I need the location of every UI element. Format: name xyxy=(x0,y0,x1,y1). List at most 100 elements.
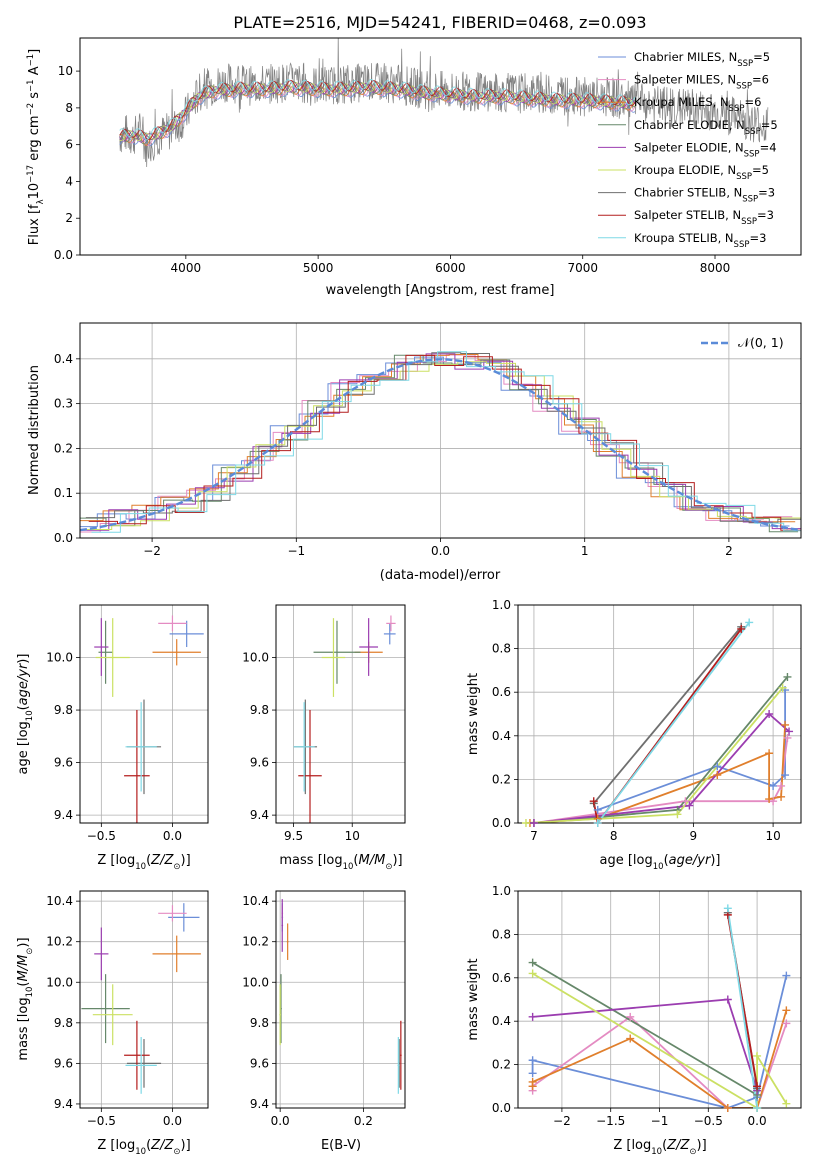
y-axis-label-part: −1 xyxy=(26,79,36,92)
weight-marker xyxy=(765,749,774,758)
y-axis-label-part: ⊙ xyxy=(25,948,35,955)
axes-Z-age: −0.5 0.09.49.69.810.0Z [log10(Z/Z⊙)]age [… xyxy=(16,604,209,872)
weight-line-kroupa-elodie xyxy=(525,687,784,823)
x-axis-label: Z [log10(Z/Z⊙)] xyxy=(613,1138,706,1157)
histogram-step-salpeter-miles xyxy=(80,354,793,533)
weight-marker xyxy=(765,710,774,718)
legend-label: Salpeter ELODIE, NSSP=4 xyxy=(634,140,777,159)
histogram-step-salpeter-elodie xyxy=(80,353,801,531)
y-tick-label: 0.1 xyxy=(54,486,73,500)
x-axis-label-part: ( xyxy=(662,1138,667,1153)
x-axis-label-part: ⊙ xyxy=(689,1147,696,1157)
legend-label-part: =4 xyxy=(760,140,777,154)
x-tick-label: 0.2 xyxy=(354,1114,373,1128)
y-tick-label: 0.0 xyxy=(54,248,73,262)
weight-marker xyxy=(785,727,794,736)
weight-line-chabrier-miles xyxy=(531,975,788,1108)
y-axis-label-part: λ xyxy=(36,199,46,204)
y-axis-label-part: age/yr xyxy=(16,662,31,705)
x-tick-label: 2 xyxy=(725,544,733,558)
weight-marker xyxy=(753,1104,762,1112)
weight-marker xyxy=(777,781,786,790)
y-tick-label: 9.4 xyxy=(54,808,73,822)
weight-marker xyxy=(528,1056,537,1065)
legend-label-part: =6 xyxy=(752,73,769,87)
y-tick-label: 9.6 xyxy=(54,1056,73,1070)
weight-marker xyxy=(528,1077,537,1086)
y-tick-label: 6 xyxy=(65,138,73,152)
weight-marker xyxy=(781,771,790,780)
weight-marker xyxy=(673,810,682,819)
y-tick-label: 10.0 xyxy=(242,651,269,665)
weight-marker xyxy=(723,904,732,913)
legend-label-part: =5 xyxy=(753,50,770,64)
x-axis-label: E(B-V) xyxy=(321,1138,361,1153)
weight-marker xyxy=(626,1034,635,1043)
x-tick-label: 9 xyxy=(690,829,698,843)
x-tick-label: 10 xyxy=(345,829,360,843)
axes-residuals: −2 −1 0.0 1 2 0.0 0.1 0.2 0.3 0.4 𝒩(0, 1) (data-mod… xyxy=(27,322,802,583)
y-axis-label-part: )] xyxy=(16,937,31,947)
weight-line-salpeter-stelib xyxy=(592,628,742,823)
y-axis-label-part: 10 xyxy=(27,183,42,200)
y-axis-label: age [log10(age/yr)] xyxy=(16,654,35,775)
legend-label-part: Kroupa STELIB, N xyxy=(634,231,734,245)
weight-marker xyxy=(626,1012,635,1021)
x-axis-label: Z [log10(Z/Z⊙)] xyxy=(97,1138,190,1157)
x-axis-label-part: age/yr xyxy=(669,853,712,868)
y-tick-label: 0.0 xyxy=(54,531,73,545)
legend-label-part: Kroupa ELODIE, N xyxy=(634,163,736,177)
y-tick-label: 9.4 xyxy=(250,1097,269,1111)
legend-label: Chabrier MILES, NSSP=5 xyxy=(634,50,770,69)
legend-label-part: Kroupa MILES, N xyxy=(634,95,729,109)
plot-area-mass-age xyxy=(293,615,396,823)
x-axis-label-part: Z/Z xyxy=(150,853,174,868)
x-tick-label: 0.0 xyxy=(748,1114,767,1128)
y-tick-label: 9.8 xyxy=(54,703,73,717)
weight-marker xyxy=(723,995,732,1004)
weight-marker xyxy=(782,1019,791,1028)
x-axis-label: mass [log10(M/M⊙)] xyxy=(279,853,402,872)
figure-title: PLATE=2516, MJD=54241, FIBERID=0468, z=0… xyxy=(233,13,646,32)
x-axis-label-part: ( xyxy=(664,853,669,868)
plot-area-age-weight xyxy=(525,621,790,823)
y-tick-label: 0.4 xyxy=(492,729,511,743)
y-tick-label: 9.6 xyxy=(54,756,73,770)
x-axis-label-part: )] xyxy=(697,1138,707,1153)
y-tick-label: 4 xyxy=(65,174,73,188)
y-tick-label: 0.8 xyxy=(492,927,511,941)
weight-marker xyxy=(681,797,690,806)
y-axis-label-part: ( xyxy=(16,705,31,710)
x-axis-label-part: )] xyxy=(181,1138,191,1153)
x-tick-label: 0.0 xyxy=(163,1114,182,1128)
weight-marker xyxy=(783,733,792,742)
weight-line-kroupa-stelib xyxy=(726,908,758,1108)
weight-marker xyxy=(781,720,790,729)
y-axis-label-part: )] xyxy=(16,654,31,664)
legend-label-part: =3 xyxy=(758,186,775,200)
legend-label-part: =5 xyxy=(761,118,778,132)
y-tick-label: 10.0 xyxy=(46,651,73,665)
x-tick-label: 10 xyxy=(765,829,780,843)
legend-label-part: SSP xyxy=(745,127,761,137)
legend-label: Salpeter MILES, NSSP=6 xyxy=(634,73,769,92)
weight-marker xyxy=(765,795,774,804)
x-axis-label-part: 10 xyxy=(135,862,146,872)
x-axis-label-part: Z/Z xyxy=(666,1138,690,1153)
legend-label-part: =3 xyxy=(757,208,774,222)
axes-spine xyxy=(79,604,209,824)
x-tick-label: 4000 xyxy=(171,261,202,275)
plot-area-spectrum xyxy=(119,38,769,168)
x-tick-label: −1.5 xyxy=(596,1114,625,1128)
weight-marker xyxy=(769,781,778,790)
weight-line-salpeter-miles xyxy=(533,737,789,823)
model-line-salpeter-stelib xyxy=(119,79,636,141)
weight-line-salpeter-elodie xyxy=(532,998,758,1091)
axes-ebv-mass: 0.0 0.2 9.4 9.6 9.8 10.0 10.2 10.4 E(B-V) xyxy=(242,890,406,1153)
x-tick-label: 9.5 xyxy=(284,829,303,843)
axes-Z-weight: −2 −1.5 −1 −0.5 0.0 0.0 0.2 0.4 0.6 0.8 1.0 Z [log1… xyxy=(466,884,802,1157)
y-tick-label: 0.0 xyxy=(492,816,511,830)
